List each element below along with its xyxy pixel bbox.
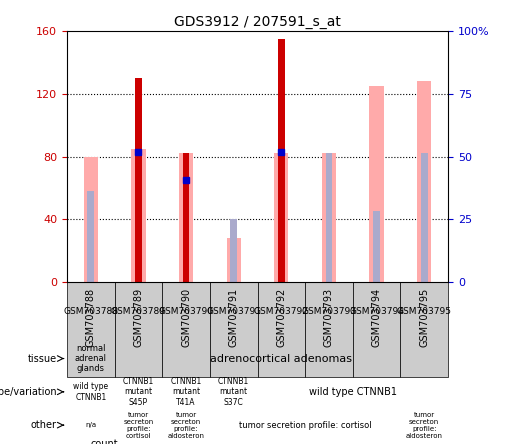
- Text: GSM703794: GSM703794: [349, 307, 404, 317]
- Text: GSM703792: GSM703792: [254, 307, 309, 317]
- Bar: [162, 282, 210, 377]
- Bar: [322, 153, 336, 282]
- Text: GSM703794: GSM703794: [372, 288, 382, 347]
- Text: GSM703791: GSM703791: [229, 288, 238, 347]
- Text: other: other: [31, 420, 57, 430]
- Text: GSM703792: GSM703792: [277, 288, 286, 347]
- Text: GSM703789: GSM703789: [111, 307, 166, 317]
- Text: GSM703789: GSM703789: [133, 288, 143, 347]
- Bar: [83, 157, 98, 282]
- Bar: [258, 282, 305, 377]
- Text: genotype/variation: genotype/variation: [0, 387, 57, 397]
- Text: GSM703788: GSM703788: [63, 307, 118, 317]
- Text: wild type CTNNB1: wild type CTNNB1: [309, 387, 397, 397]
- Text: GSM703793: GSM703793: [324, 288, 334, 347]
- Text: CTNNB1
mutant
S37C: CTNNB1 mutant S37C: [218, 377, 249, 407]
- Text: tumor
secreton
profile:
cortisol: tumor secreton profile: cortisol: [123, 412, 153, 439]
- Text: GSM703790: GSM703790: [159, 307, 214, 317]
- Text: GSM703795: GSM703795: [397, 307, 452, 317]
- Bar: [135, 78, 142, 282]
- Bar: [131, 149, 146, 282]
- Title: GDS3912 / 207591_s_at: GDS3912 / 207591_s_at: [174, 15, 341, 29]
- Bar: [179, 153, 193, 282]
- Bar: [114, 282, 162, 377]
- Text: CTNNB1
mutant
S45P: CTNNB1 mutant S45P: [123, 377, 154, 407]
- Bar: [421, 153, 427, 282]
- Text: tumor
secreton
profile:
aldosteron: tumor secreton profile: aldosteron: [167, 412, 204, 439]
- Bar: [369, 86, 384, 282]
- Bar: [227, 238, 241, 282]
- Text: GSM703791: GSM703791: [206, 307, 261, 317]
- Bar: [417, 81, 432, 282]
- Bar: [183, 180, 190, 282]
- Text: CTNNB1
mutant
T41A: CTNNB1 mutant T41A: [170, 377, 202, 407]
- Bar: [274, 153, 288, 282]
- Text: tumor
secreton
profile:
aldosteron: tumor secreton profile: aldosteron: [406, 412, 443, 439]
- Bar: [210, 282, 258, 377]
- Bar: [278, 39, 285, 282]
- Bar: [373, 211, 380, 282]
- Bar: [325, 153, 332, 282]
- Bar: [401, 282, 448, 377]
- Text: GSM703795: GSM703795: [419, 288, 429, 347]
- Text: GSM703790: GSM703790: [181, 288, 191, 347]
- Text: adrenocortical adenomas: adrenocortical adenomas: [210, 353, 352, 364]
- Text: GSM703788: GSM703788: [86, 288, 96, 347]
- Bar: [305, 282, 353, 377]
- Bar: [183, 153, 190, 282]
- Bar: [67, 282, 115, 377]
- Text: GSM703793: GSM703793: [301, 307, 356, 317]
- Text: normal
adrenal
glands: normal adrenal glands: [75, 344, 107, 373]
- Bar: [88, 191, 94, 282]
- Bar: [230, 219, 237, 282]
- Text: tumor secretion profile: cortisol: tumor secretion profile: cortisol: [239, 420, 371, 430]
- Text: tissue: tissue: [27, 353, 57, 364]
- Text: count: count: [90, 439, 118, 444]
- Bar: [353, 282, 401, 377]
- Text: wild type
CTNNB1: wild type CTNNB1: [73, 382, 108, 401]
- Text: n/a: n/a: [85, 422, 96, 428]
